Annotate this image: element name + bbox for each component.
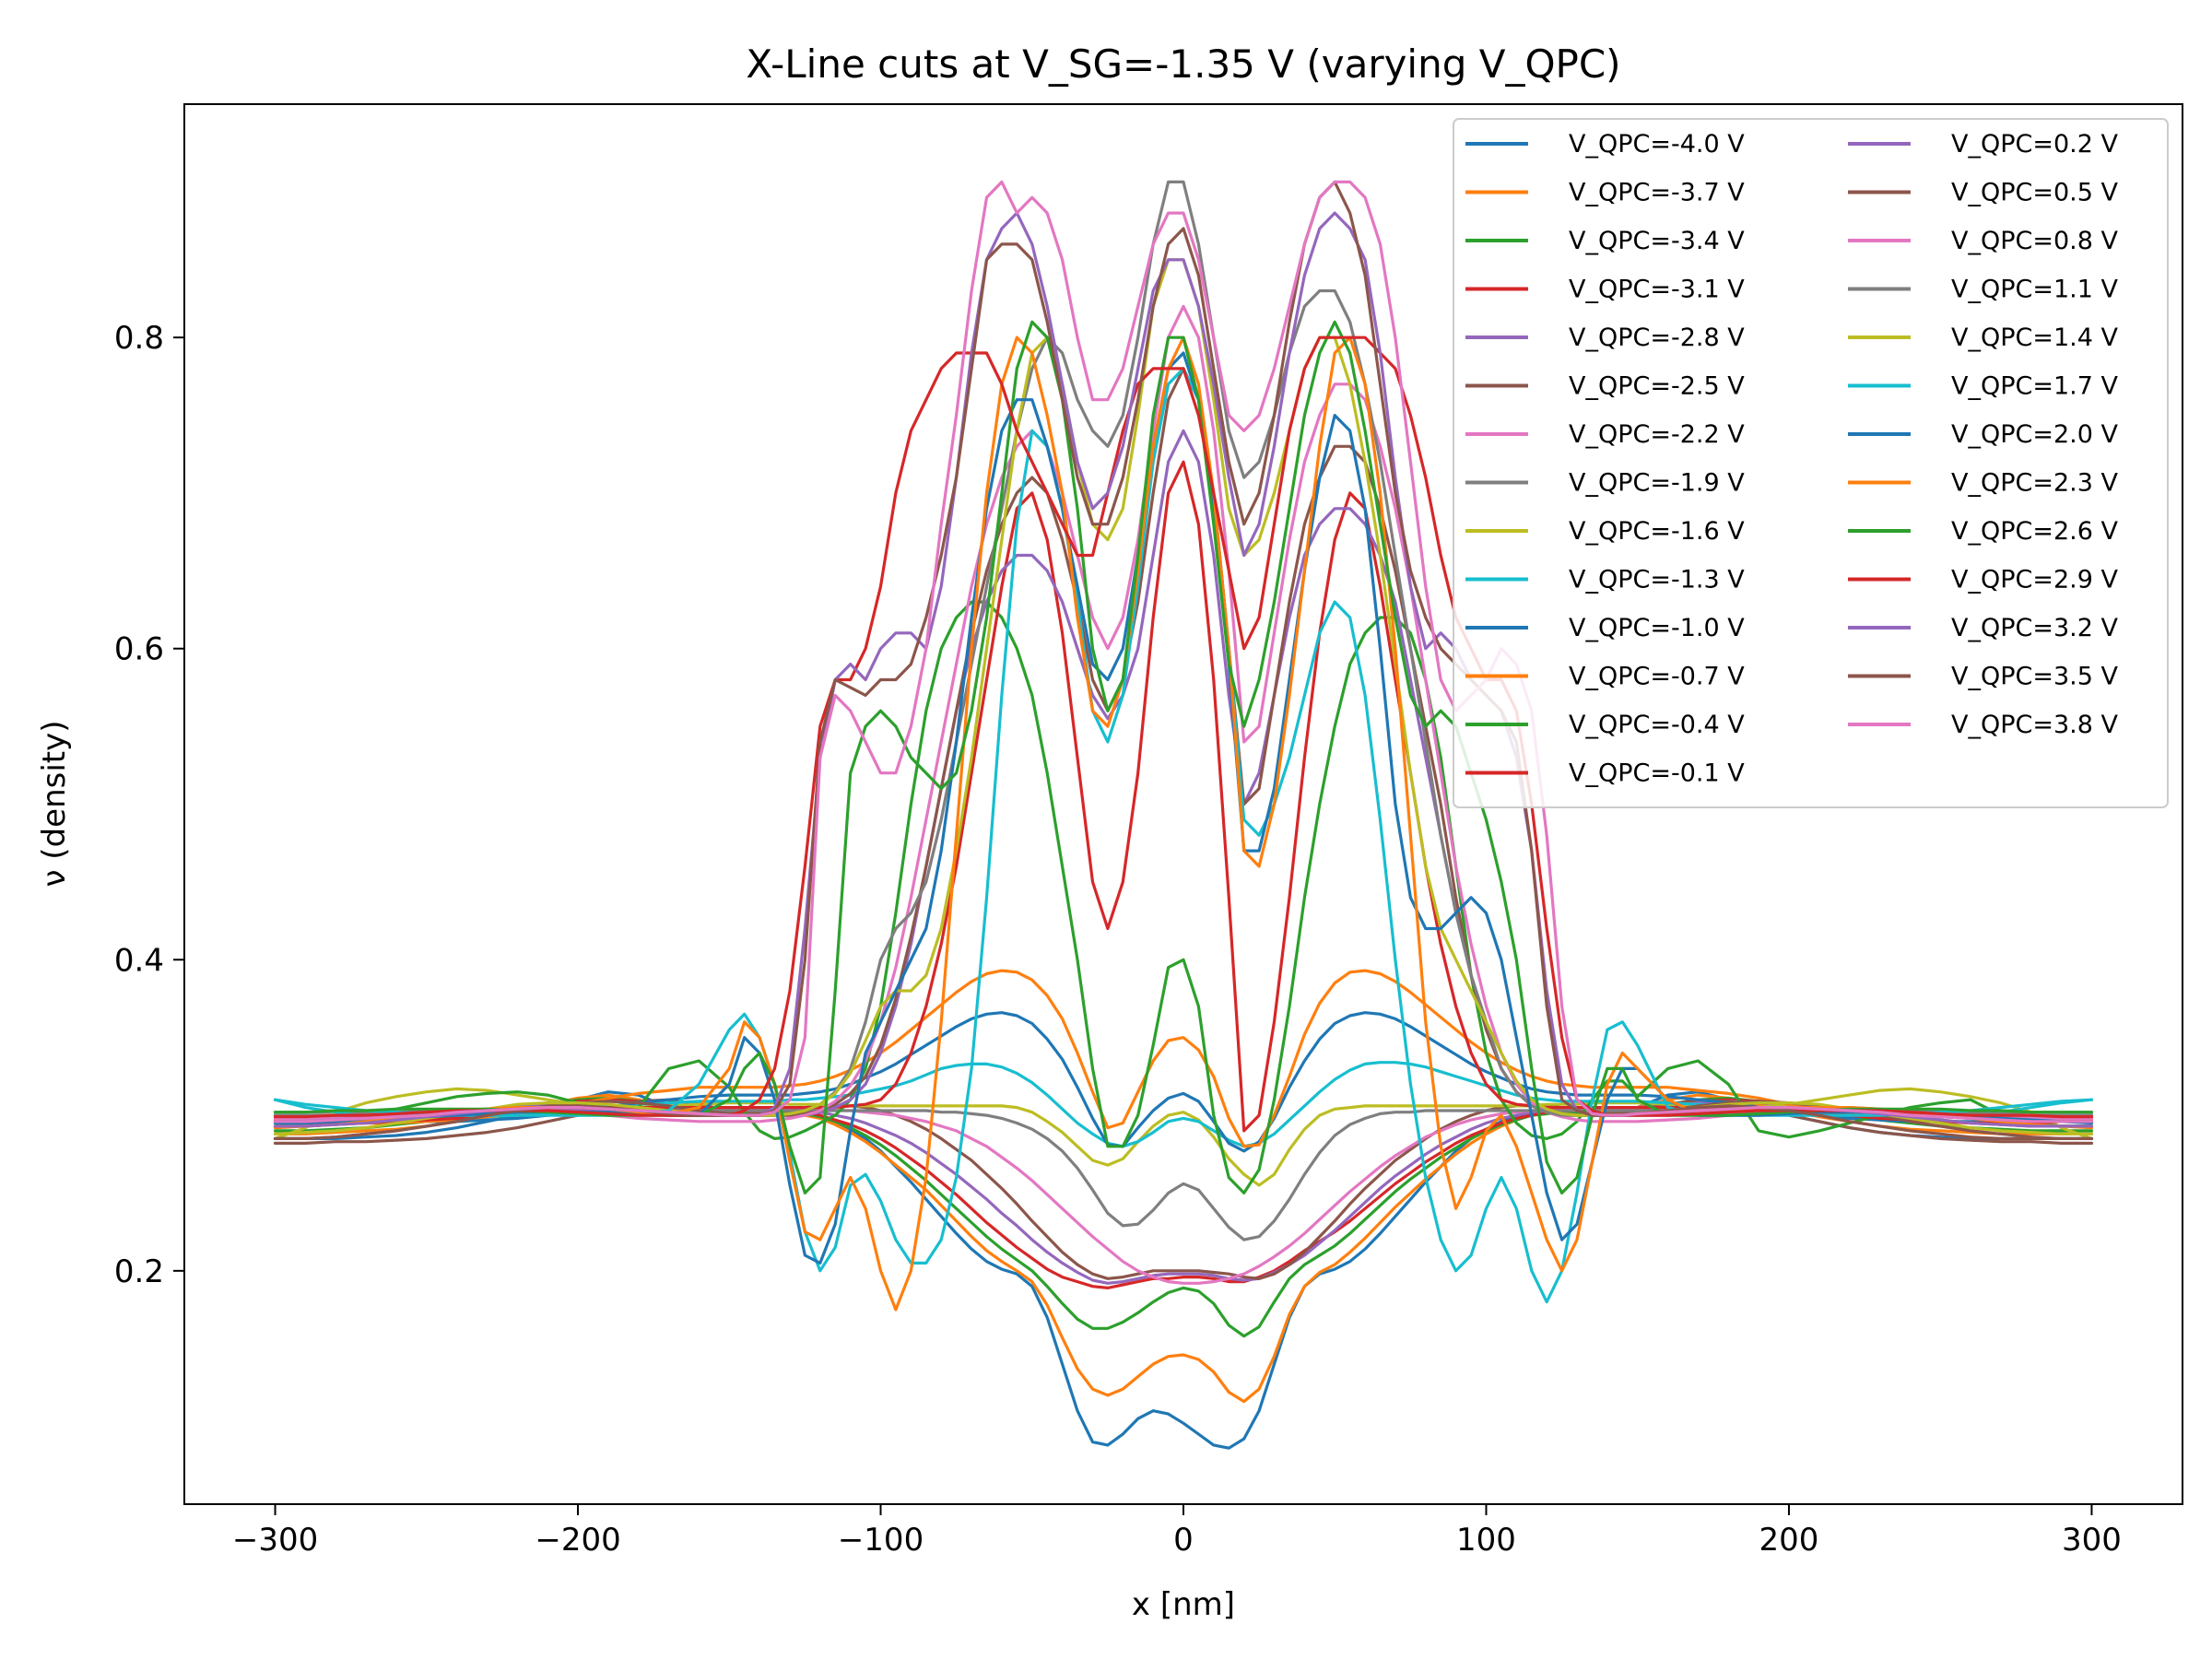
legend-label: V_QPC=-0.7 V <box>1569 663 1745 691</box>
y-tick-label: 0.2 <box>114 1253 164 1290</box>
legend-label: V_QPC=3.5 V <box>1951 663 2119 691</box>
x-tick-label: 100 <box>1456 1522 1516 1559</box>
series-line-13 <box>273 460 2094 1133</box>
legend-label: V_QPC=2.3 V <box>1951 469 2119 498</box>
legend-box <box>1453 118 2169 808</box>
legend-label: V_QPC=-0.1 V <box>1569 759 1745 788</box>
y-tick-label: 0.6 <box>114 631 164 668</box>
legend-label: V_QPC=-3.4 V <box>1569 227 1745 255</box>
legend-label: V_QPC=-3.1 V <box>1569 276 1745 304</box>
chart-title: X-Line cuts at V_SG=-1.35 V (varying V_Q… <box>746 41 1620 87</box>
y-axis: 0.2 0.4 0.6 0.8 <box>114 320 184 1290</box>
legend-label: V_QPC=-4.0 V <box>1569 130 1745 159</box>
legend-label: V_QPC=2.6 V <box>1951 517 2119 546</box>
plot-area <box>273 180 2094 1450</box>
legend-label: V_QPC=3.2 V <box>1951 614 2119 642</box>
series-line-22 <box>273 320 2094 1195</box>
legend-label: V_QPC=-2.2 V <box>1569 420 1745 449</box>
x-tick-label: −200 <box>535 1522 620 1559</box>
x-axis: −300 −200 −100 0 100 200 300 <box>232 1504 2122 1559</box>
legend-label: V_QPC=0.8 V <box>1951 227 2119 255</box>
legend-label: V_QPC=2.9 V <box>1951 566 2119 594</box>
series-line-6 <box>273 1105 2094 1285</box>
y-tick-label: 0.4 <box>114 942 164 979</box>
legend-label: V_QPC=-2.8 V <box>1569 324 1745 352</box>
legend-label: V_QPC=0.5 V <box>1951 179 2119 207</box>
legend-label: V_QPC=-1.3 V <box>1569 566 1745 594</box>
x-tick-label: −300 <box>232 1522 318 1559</box>
x-axis-label: x [nm] <box>1132 1586 1235 1623</box>
y-tick-label: 0.8 <box>114 320 164 357</box>
legend-label: V_QPC=-2.5 V <box>1569 372 1745 401</box>
legend-label: V_QPC=1.4 V <box>1951 324 2119 352</box>
legend-label: V_QPC=2.0 V <box>1951 420 2119 449</box>
series-line-16 <box>273 304 2094 1124</box>
legend-label: V_QPC=1.1 V <box>1951 276 2119 304</box>
x-tick-label: −100 <box>838 1522 924 1559</box>
legend-label: V_QPC=0.2 V <box>1951 130 2119 159</box>
y-axis-label: ν (density) <box>36 721 73 888</box>
x-tick-label: 300 <box>2062 1522 2122 1559</box>
legend-label: V_QPC=-1.0 V <box>1569 614 1745 642</box>
series-line-8 <box>273 1087 2094 1187</box>
x-tick-label: 200 <box>1759 1522 1819 1559</box>
legend-label: V_QPC=3.8 V <box>1951 711 2119 739</box>
series-line-26 <box>273 180 2094 1124</box>
legend: V_QPC=-4.0 V V_QPC=-3.7 V V_QPC=-3.4 V V_QP… <box>1453 118 2169 808</box>
legend-label: V_QPC=-0.4 V <box>1569 711 1745 739</box>
series-line-7 <box>273 1109 2094 1241</box>
legend-label: V_QPC=1.7 V <box>1951 372 2119 401</box>
x-tick-label: 0 <box>1173 1522 1194 1559</box>
legend-label: V_QPC=-3.7 V <box>1569 179 1745 207</box>
legend-label: V_QPC=-1.6 V <box>1569 517 1745 546</box>
legend-label: V_QPC=-1.9 V <box>1569 469 1745 498</box>
